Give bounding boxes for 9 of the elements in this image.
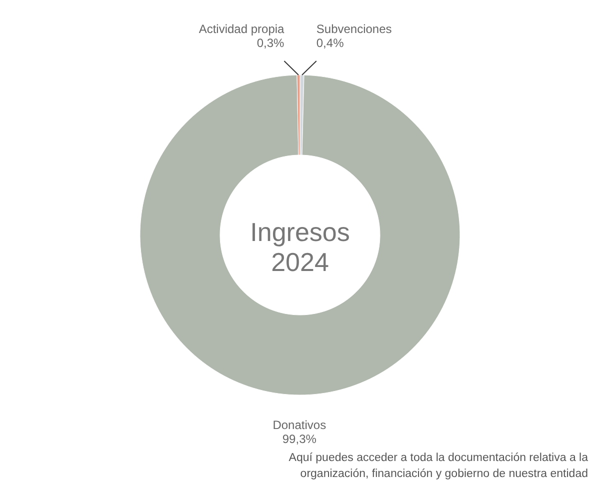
slice-label: Subvenciones	[316, 22, 392, 36]
text: Aquí puedes acceder a toda la documentación relativa a la organización, financiación y gobierno de nuestra entidad	[288, 452, 589, 480]
donut-slice	[140, 74, 460, 396]
slice-label: Actividad propia	[198, 22, 285, 36]
data-label: 0,3%	[256, 36, 285, 50]
text: Ingresos 2024	[250, 217, 350, 277]
data-label: 0,4%	[316, 36, 344, 50]
data-label: 99,3%	[282, 432, 317, 446]
slice-label: Donativos	[272, 418, 326, 432]
